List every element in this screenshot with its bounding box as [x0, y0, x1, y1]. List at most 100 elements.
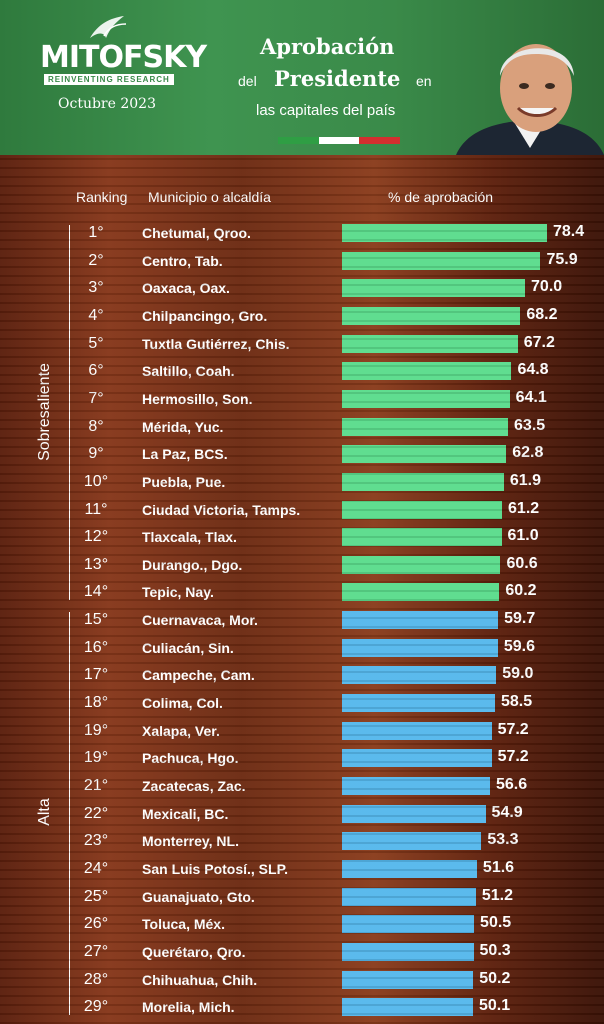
title-line-2: Presidente [274, 66, 401, 91]
rank-label: 22° [83, 804, 109, 822]
value-label: 56.6 [495, 776, 528, 793]
approval-bar [342, 251, 541, 270]
table-row: 4° Chilpancingo, Gro. 68.2 [0, 302, 604, 330]
approval-bar [342, 721, 492, 740]
municipio-label: Saltillo, Coah. [142, 363, 235, 380]
municipio-label: Culiacán, Sin. [142, 639, 234, 656]
approval-bar [342, 887, 476, 906]
rank-label: 29° [83, 998, 109, 1016]
municipio-label: Toluca, Méx. [142, 916, 225, 933]
table-row: 23° Monterrey, NL. 53.3 [0, 827, 604, 855]
municipio-label: Oaxaca, Oax. [142, 280, 230, 297]
rank-label: 3° [88, 279, 104, 297]
rank-label: 10° [83, 472, 109, 490]
rank-label: 6° [88, 362, 104, 380]
value-label: 59.0 [502, 665, 534, 683]
table-row: 18° Colima, Col. 58.5 [0, 689, 604, 717]
approval-bar [342, 389, 510, 408]
approval-bar [342, 224, 547, 242]
table-row: 25° Guanajuato, Gto. 51.2 [0, 883, 604, 911]
rank-label: 5° [88, 334, 104, 352]
rank-label: 7° [88, 389, 104, 407]
value-label: 61.0 [507, 527, 539, 545]
value-label: 78.4 [553, 223, 585, 240]
title-del: del [238, 73, 257, 89]
value-label: 50.1 [479, 997, 511, 1015]
group-divider-line [69, 225, 70, 601]
table-row: 22° Mexicali, BC. 54.9 [0, 800, 604, 828]
table-row: 1° Chetumal, Qroo. 78.4 [0, 219, 604, 247]
mexico-flag-stripe [278, 137, 401, 144]
approval-bar [342, 694, 495, 713]
approval-bar [342, 638, 498, 657]
rank-label: 21° [83, 777, 109, 794]
table-row: 5° Tuxtla Gutiérrez, Chis. 67.2 [0, 330, 604, 358]
municipio-label: Querétaro, Qro. [142, 943, 246, 960]
table-row: 19° Pachuca, Hgo. 57.2 [0, 744, 604, 772]
rank-label: 4° [88, 306, 104, 324]
rank-label: 19° [83, 749, 109, 767]
municipio-label: Monterrey, NL. [142, 833, 239, 850]
value-label: 51.2 [481, 886, 514, 904]
municipio-label: Colima, Col. [142, 695, 223, 712]
municipio-label: La Paz, BCS. [142, 446, 228, 463]
municipio-label: Chetumal, Qroo. [142, 225, 251, 241]
approval-bar [342, 583, 500, 602]
rank-label: 28° [83, 970, 109, 988]
value-label: 70.0 [531, 278, 563, 296]
municipio-label: Tepic, Nay. [142, 584, 214, 601]
approval-bar [342, 942, 474, 961]
value-label: 54.9 [491, 803, 523, 821]
municipio-label: Pachuca, Hgo. [142, 750, 239, 767]
approval-bar [342, 528, 502, 547]
approval-bar [342, 555, 501, 574]
rank-label: 13° [83, 555, 109, 573]
bird-logo-icon [90, 16, 127, 38]
table-row: 27° Querétaro, Qro. 50.3 [0, 938, 604, 966]
table-row: 10° Puebla, Pue. 61.9 [0, 468, 604, 496]
municipio-label: Chihuahua, Chih. [142, 971, 258, 988]
approval-bar [342, 998, 473, 1017]
rank-label: 26° [83, 915, 109, 933]
value-label: 50.5 [480, 914, 512, 932]
approval-bar [342, 306, 521, 325]
table-row: 29° Morelia, Mich. 50.1 [0, 993, 604, 1021]
title-line-3: las capitales del país [256, 102, 396, 119]
value-label: 57.2 [497, 720, 529, 738]
table-row: 15° Cuernavaca, Mor. 59.7 [0, 606, 604, 634]
approval-bar [342, 417, 509, 436]
table-row: 28° Chihuahua, Chih. 50.2 [0, 966, 604, 994]
rank-label: 12° [83, 528, 109, 546]
approval-bar [342, 749, 492, 768]
value-label: 50.3 [479, 941, 511, 959]
value-label: 63.5 [514, 416, 546, 434]
flag-green [278, 137, 319, 144]
table-row: 6° Saltillo, Coah. 64.8 [0, 357, 604, 385]
table-row: 8° Mérida, Yuc. 63.5 [0, 413, 604, 441]
value-label: 67.2 [523, 333, 555, 351]
value-label: 61.2 [508, 499, 540, 517]
rank-label: 19° [83, 721, 109, 739]
municipio-label: Campeche, Cam. [142, 667, 255, 684]
rank-label: 18° [83, 694, 109, 712]
table-row: 13° Durango., Dgo. 60.6 [0, 551, 604, 579]
approval-bar [342, 611, 499, 630]
rank-label: 8° [88, 417, 104, 435]
table-row: 14° Tepic, Nay. 60.2 [0, 578, 604, 606]
rank-label: 16° [83, 638, 109, 656]
municipio-label: Zacatecas, Zac. [142, 778, 246, 794]
municipio-label: San Luis Potosí., SLP. [142, 860, 288, 877]
rank-label: 27° [83, 942, 109, 960]
flag-white [318, 137, 360, 144]
value-label: 59.6 [503, 637, 535, 655]
approval-bar [342, 279, 526, 298]
value-label: 75.9 [546, 250, 578, 268]
rank-label: 17° [83, 666, 109, 684]
approval-bar [342, 472, 504, 491]
municipio-label: Morelia, Mich. [142, 999, 235, 1016]
brand-tagline: REINVENTING RESEARCH [44, 74, 174, 85]
municipio-label: Ciudad Victoria, Tamps. [142, 501, 301, 518]
rank-label: 23° [83, 832, 109, 850]
approval-bar [342, 500, 503, 519]
